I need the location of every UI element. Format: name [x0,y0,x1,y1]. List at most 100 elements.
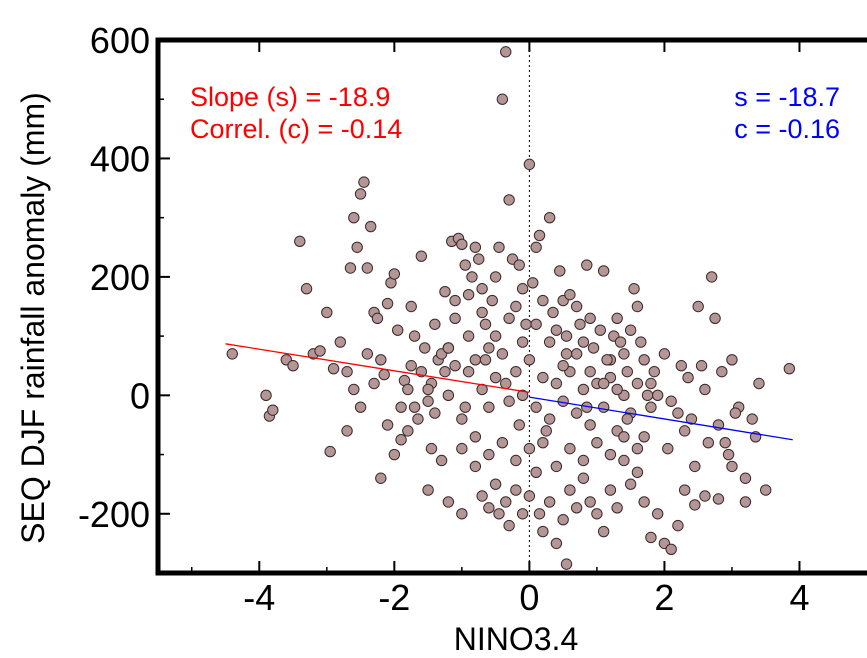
data-point [300,283,313,295]
data-point [581,259,593,271]
data-point [645,531,657,544]
data-point [564,288,576,301]
data-point [601,354,613,366]
data-point [523,354,536,366]
data-point [500,46,512,58]
data-point [570,502,583,514]
data-point [537,525,549,538]
x-tick-label: 0 [519,577,539,618]
data-point [753,377,765,390]
data-point [412,413,424,425]
data-point [476,490,488,502]
data-point [408,401,421,413]
data-point [513,259,525,271]
data-point [628,283,640,295]
data-point [624,478,637,490]
data-point [638,496,650,508]
data-point [570,407,583,419]
data-point [577,454,590,467]
data-point [486,294,498,307]
data-point [783,362,796,375]
data-point [260,389,272,402]
data-point [483,502,495,514]
data-point [530,241,542,253]
data-point [469,460,482,473]
data-point [672,519,684,532]
data-point [614,336,627,348]
data-point [527,277,539,289]
data-point [354,401,367,413]
data-point [702,437,715,449]
data-point [564,484,576,496]
y-tick-label: 600 [90,20,150,61]
data-point [530,401,542,413]
fit-lines-layer [225,343,793,441]
data-point [709,312,721,325]
data-point [591,437,603,449]
data-point [294,235,306,248]
data-point [378,368,390,381]
data-point [638,354,650,366]
data-point [641,389,654,402]
data-point [287,360,299,372]
data-point [577,383,590,396]
data-point [618,431,630,443]
data-point [530,466,542,479]
data-point [675,360,688,372]
y-axis-label: SEQ DJF rainfall anomaly (mm) [15,92,51,544]
data-point [375,472,387,484]
data-point [651,508,664,520]
data-point [510,484,522,496]
data-point [368,377,380,390]
data-point [554,265,566,277]
data-point [402,425,414,437]
data-point [584,496,596,508]
data-point [442,342,455,354]
data-point [415,250,428,262]
data-point [267,404,279,416]
data-point [422,395,434,407]
data-point [388,448,401,461]
data-point [618,348,630,360]
data-point [425,442,438,455]
y-tick-label: -200 [78,494,150,535]
data-point [408,330,421,342]
data-point [496,437,509,449]
data-point [496,348,509,360]
data-point [422,484,434,496]
annotation-right-correl: c = -0.16 [734,114,840,144]
data-point [388,268,401,280]
data-point [422,383,434,396]
data-point [489,330,502,342]
data-point [560,330,573,342]
data-point [419,342,431,354]
data-point [429,318,441,330]
data-point [689,499,701,511]
data-point [439,365,451,378]
data-point [489,478,502,490]
data-point [537,437,549,449]
data-point [361,348,374,360]
data-point [341,365,353,378]
data-point [523,490,536,502]
data-point [466,271,478,283]
data-point [439,285,451,298]
axes-frame [155,37,867,576]
data-point [469,431,482,443]
data-point [483,401,495,413]
data-point [324,445,336,458]
data-point [449,360,461,372]
data-point [692,300,704,313]
data-point [503,519,515,532]
data-point [327,362,340,375]
data-point [570,300,583,313]
data-point [358,176,370,188]
data-point [648,365,660,378]
data-point [645,377,657,390]
data-point [682,371,694,384]
data-point [456,413,468,425]
data-point [638,431,650,443]
data-point [500,496,512,508]
data-point [479,354,492,366]
